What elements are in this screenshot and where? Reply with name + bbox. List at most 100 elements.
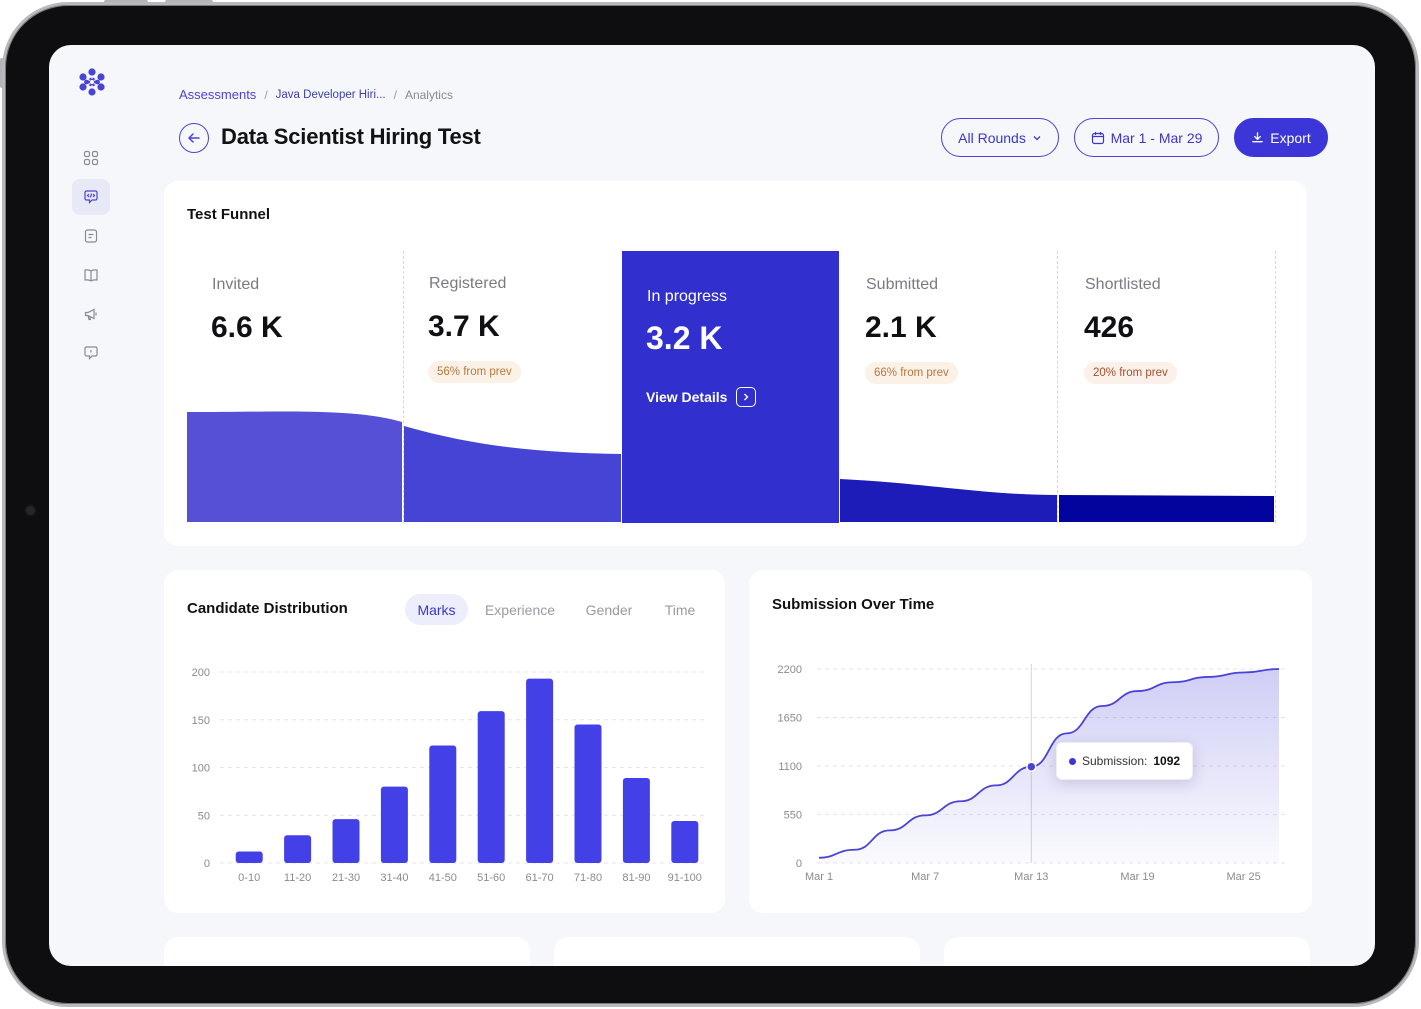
- funnel-stage-in-progress[interactable]: In progress 3.2 K View Details: [622, 251, 839, 523]
- chevron-right-icon: [736, 387, 757, 407]
- y-tick-label: 1100: [778, 761, 802, 773]
- y-tick-label: 2200: [778, 664, 802, 676]
- stage-label: Registered: [429, 275, 507, 292]
- breadcrumb-analytics: Analytics: [404, 87, 453, 102]
- y-tick-label: 550: [784, 810, 802, 822]
- stage-change-badge: 56% from prev: [428, 361, 521, 383]
- bar: [671, 820, 699, 863]
- funnel-stage-invited[interactable]: Invited 6.6 K: [187, 251, 403, 523]
- tab-gender[interactable]: Gender: [585, 601, 633, 618]
- bottom-card: [944, 937, 1310, 966]
- brain-logo-icon: [79, 68, 105, 96]
- stage-value: 3.7 K: [428, 310, 500, 343]
- funnel-area-registered: [404, 426, 621, 522]
- page-title: Data Scientist Hiring Test: [221, 124, 481, 149]
- area-fill: [819, 669, 1279, 863]
- tooltip-dot: [1069, 757, 1076, 765]
- x-tick-label: 61-70: [526, 872, 554, 884]
- tab-experience[interactable]: Experience: [484, 601, 556, 618]
- x-tick-label: 11-20: [284, 872, 311, 884]
- stage-label: In progress: [647, 288, 728, 305]
- sidebar-item-help[interactable]: [72, 335, 110, 371]
- document-icon: [84, 229, 98, 243]
- date-range-picker[interactable]: Mar 1 - Mar 29: [1074, 118, 1219, 157]
- bar: [477, 711, 505, 863]
- breadcrumb-assessments[interactable]: Assessments: [179, 87, 257, 102]
- sidebar-item-assessments[interactable]: [72, 179, 110, 215]
- tooltip-label: Submission:: [1082, 754, 1148, 768]
- x-tick-label: 41-50: [429, 872, 457, 884]
- funnel-stage-shortlisted[interactable]: Shortlisted 426 20% from prev: [1060, 251, 1275, 523]
- x-tick-label: Mar 19: [1120, 871, 1154, 880]
- x-tick-label: 21-30: [332, 872, 360, 884]
- arrow-left-icon: [188, 133, 200, 143]
- y-tick-label: 1650: [778, 713, 802, 725]
- x-tick-label: Mar 25: [1226, 871, 1260, 880]
- x-tick-label: 51-60: [477, 872, 505, 884]
- help-chat-icon: [84, 346, 98, 360]
- sidebar-item-announcements[interactable]: [72, 296, 110, 332]
- funnel-divider: [403, 251, 404, 523]
- export-button[interactable]: Export: [1234, 118, 1328, 157]
- marks-bar-chart: 0 50 100 150 200 0-10 11-20 21-30 31-40 41-50 51-6…: [192, 667, 704, 884]
- book-icon: [84, 269, 98, 282]
- bar: [429, 745, 457, 863]
- y-tick-label: 50: [198, 810, 210, 822]
- stage-change-badge: 66% from prev: [865, 362, 958, 384]
- stage-label: Invited: [212, 276, 260, 293]
- bottom-card: [554, 937, 920, 966]
- x-tick-label: Mar 1: [805, 871, 833, 880]
- stage-change-badge: 20% from prev: [1084, 362, 1177, 384]
- stage-label: Submitted: [866, 276, 939, 293]
- x-tick-label: Mar 7: [911, 871, 939, 880]
- camera-icon: [26, 506, 35, 515]
- bar: [284, 835, 312, 863]
- funnel-chart: [187, 411, 1274, 522]
- tab-marks[interactable]: Marks: [405, 594, 468, 625]
- chart-tooltip: Submission: 1092: [1056, 742, 1194, 780]
- bar: [235, 851, 263, 863]
- date-range-label: Mar 1 - Mar 29: [1110, 129, 1203, 146]
- x-tick-label: Mar 13: [1014, 871, 1048, 880]
- sidebar: [49, 45, 137, 966]
- bar: [574, 724, 602, 863]
- export-label: Export: [1270, 129, 1311, 146]
- stage-value: 3.2 K: [646, 320, 723, 356]
- y-tick-label: 150: [192, 715, 210, 727]
- stage-value: 2.1 K: [865, 311, 937, 344]
- highlight-point: [1026, 761, 1037, 772]
- funnel-stage-submitted[interactable]: Submitted 2.1 K 66% from prev: [841, 251, 1057, 523]
- candidate-distribution-card: Candidate Distribution Marks Experience …: [164, 570, 725, 913]
- stage-value: 426: [1084, 311, 1135, 344]
- stage-label: Shortlisted: [1085, 276, 1161, 293]
- test-funnel-card: Test Funnel Invited 6.6 K Registered 3.7…: [164, 181, 1307, 546]
- breadcrumb-java-developer[interactable]: Java Developer Hiri...: [275, 88, 386, 101]
- download-icon: [1252, 132, 1264, 143]
- x-tick-label: 0-10: [238, 872, 260, 884]
- app-screen: Assessments / Java Developer Hiri... / A…: [49, 45, 1375, 966]
- back-button[interactable]: [179, 123, 209, 153]
- funnel-area-invited: [187, 411, 402, 522]
- calendar-icon: [1091, 131, 1104, 144]
- sidebar-item-library[interactable]: [72, 257, 110, 293]
- y-tick-label: 0: [204, 858, 210, 870]
- rounds-dropdown-label: All Rounds: [958, 129, 1026, 146]
- y-tick-label: 200: [192, 667, 210, 679]
- bar: [332, 819, 360, 863]
- series-line: [818, 668, 1280, 859]
- funnel-area-submitted: [840, 479, 1057, 522]
- bar: [526, 678, 554, 863]
- funnel-divider: [1275, 251, 1276, 523]
- grid-icon: [83, 150, 99, 166]
- submission-over-time-card: Submission Over Time 0 550 1100 1650 2200 Mar…: [749, 570, 1312, 913]
- sidebar-item-reports[interactable]: [72, 218, 110, 254]
- view-details-link[interactable]: View Details: [646, 387, 757, 407]
- funnel-title: Test Funnel: [187, 206, 271, 223]
- tooltip-value: 1092: [1153, 754, 1181, 768]
- y-tick-label: 100: [192, 763, 210, 775]
- sidebar-item-dashboard[interactable]: [72, 140, 110, 176]
- funnel-stage-registered[interactable]: Registered 3.7 K 56% from prev: [404, 251, 621, 523]
- rounds-dropdown[interactable]: All Rounds: [941, 118, 1059, 157]
- view-details-label: View Details: [646, 389, 728, 405]
- tab-time[interactable]: Time: [664, 601, 696, 618]
